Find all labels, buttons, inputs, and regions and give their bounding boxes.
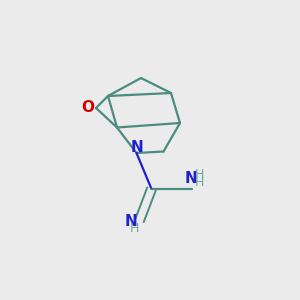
- Text: H: H: [129, 222, 139, 236]
- Text: H: H: [195, 176, 204, 189]
- Text: N: N: [124, 214, 137, 229]
- Text: O: O: [81, 100, 94, 116]
- Text: N: N: [184, 171, 197, 186]
- Text: H: H: [195, 168, 204, 182]
- Text: N: N: [130, 140, 143, 154]
